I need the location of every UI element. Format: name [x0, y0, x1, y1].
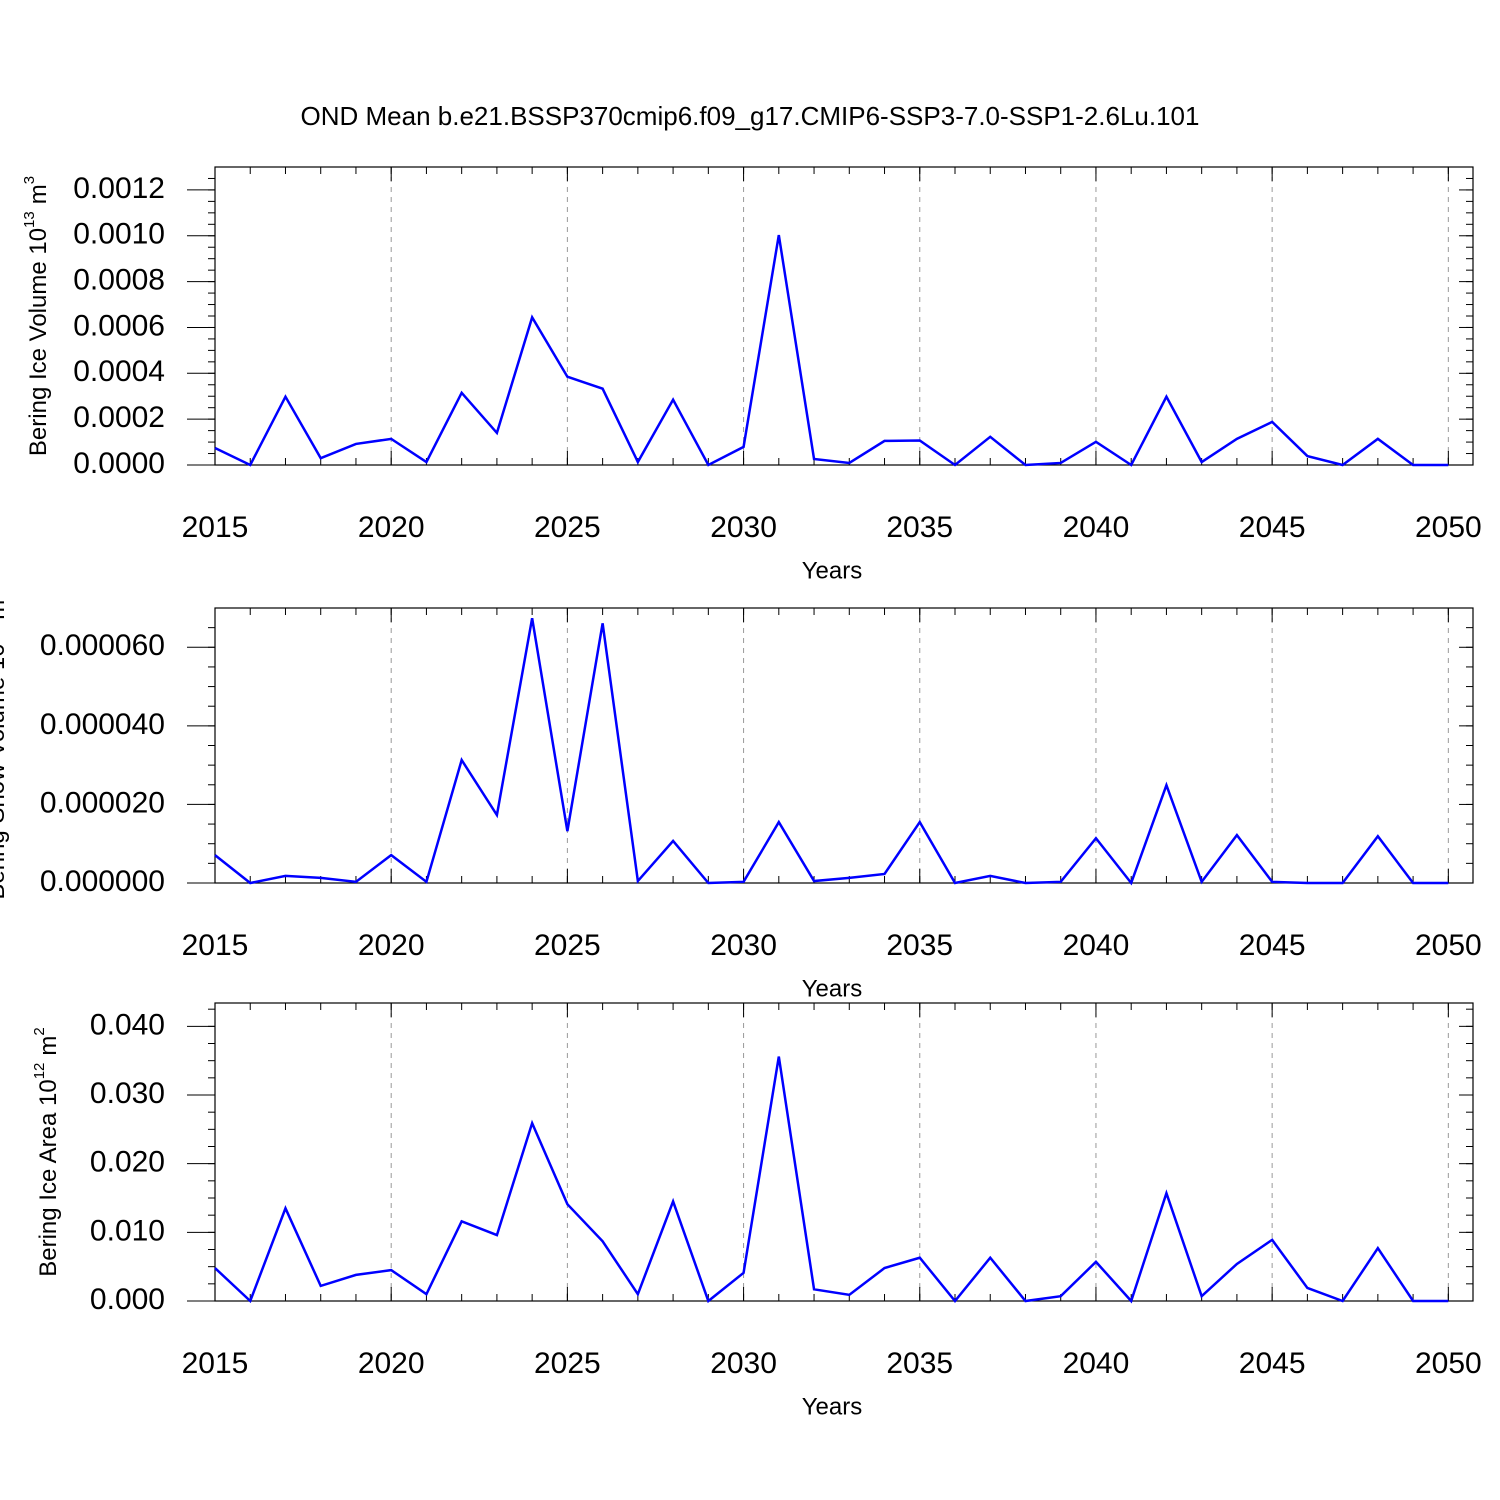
x-tick-label: 2025 [534, 1347, 601, 1380]
x-axis-label: Years [802, 1393, 863, 1420]
y-tick-label: 0.000020 [40, 786, 165, 819]
y-axis-label: Bering Ice Volume 1013 m3 [21, 176, 52, 456]
y-tick-label: 0.000040 [40, 708, 165, 741]
x-tick-label: 2020 [358, 929, 425, 962]
y-axis-label-part: Bering Ice Volume 10 [25, 228, 52, 456]
y-axis-label-superscript: 12 [31, 1063, 48, 1080]
y-tick-label: 0.000 [90, 1283, 165, 1316]
x-tick-label: 2030 [710, 511, 777, 544]
x-tick-label: 2040 [1063, 511, 1130, 544]
y-axis-label: Bering Ice Area 1012 m2 [31, 1027, 62, 1277]
y-axis-label-superscript: 3 [21, 176, 38, 184]
x-tick-label: 2045 [1239, 1347, 1306, 1380]
y-tick-label: 0.030 [90, 1077, 165, 1110]
y-axis-label-part: m [35, 1036, 62, 1056]
y-axis-label-part: m [0, 600, 10, 620]
x-tick-label: 2045 [1239, 929, 1306, 962]
x-tick-label: 2035 [886, 1347, 953, 1380]
y-axis-label-part: Bering Ice Area 10 [35, 1079, 62, 1276]
y-tick-label: 0.000000 [40, 865, 165, 898]
y-axis-label: Bering Snow Volume 1013m3 [0, 591, 10, 899]
y-tick-label: 0.010 [90, 1214, 165, 1247]
x-tick-label: 2030 [710, 1347, 777, 1380]
y-tick-label: 0.0000 [73, 447, 165, 480]
plot-frame [214, 1002, 1474, 1302]
y-tick-label: 0.0010 [73, 218, 165, 251]
y-axis-label-superscript: 2 [31, 1027, 48, 1035]
x-tick-label: 2040 [1063, 929, 1130, 962]
x-tick-label: 2050 [1415, 511, 1482, 544]
y-axis-label-part: m [25, 184, 52, 204]
x-tick-label: 2050 [1415, 929, 1482, 962]
x-axis-label: Years [802, 975, 863, 1002]
x-tick-label: 2045 [1239, 511, 1306, 544]
series-line [214, 617, 1449, 886]
x-axis-label: Years [802, 557, 863, 584]
x-tick-label: 2025 [534, 929, 601, 962]
x-tick-label: 2035 [886, 929, 953, 962]
y-tick-label: 0.020 [90, 1146, 165, 1179]
x-tick-label: 2015 [182, 929, 249, 962]
figure-title: OND Mean b.e21.BSSP370cmip6.f09_g17.CMIP… [301, 101, 1200, 131]
plot-frame [214, 607, 1474, 884]
plot-frame [214, 166, 1474, 466]
x-tick-label: 2020 [358, 1347, 425, 1380]
x-tick-label: 2025 [534, 511, 601, 544]
y-tick-label: 0.0004 [73, 355, 165, 388]
y-tick-label: 0.0002 [73, 401, 165, 434]
y-axis-label-part: Bering Snow Volume 10 [0, 643, 10, 899]
x-tick-label: 2015 [182, 511, 249, 544]
series-line [214, 234, 1449, 467]
x-tick-label: 2015 [182, 1347, 249, 1380]
x-tick-label: 2035 [886, 511, 953, 544]
series-line [214, 1056, 1449, 1304]
y-tick-label: 0.0012 [73, 172, 165, 205]
x-tick-label: 2020 [358, 511, 425, 544]
y-tick-label: 0.0006 [73, 309, 165, 342]
y-tick-label: 0.000060 [40, 629, 165, 662]
x-tick-label: 2040 [1063, 1347, 1130, 1380]
x-tick-label: 2030 [710, 929, 777, 962]
x-tick-label: 2050 [1415, 1347, 1482, 1380]
y-axis-label-superscript: 13 [21, 211, 38, 228]
y-tick-label: 0.0008 [73, 264, 165, 297]
y-tick-label: 0.040 [90, 1008, 165, 1041]
